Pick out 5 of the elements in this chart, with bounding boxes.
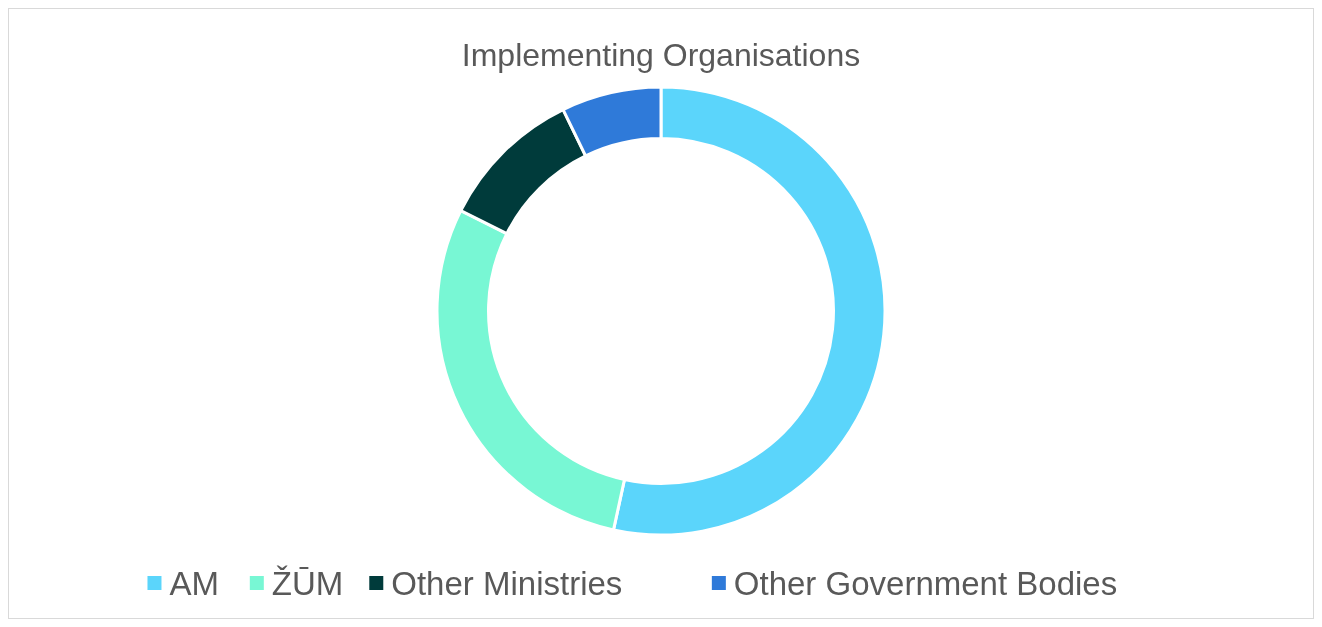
legend-label: Other Government Bodies bbox=[733, 565, 1118, 602]
legend-label: Other Ministries bbox=[391, 565, 623, 602]
legend-label: AM bbox=[169, 565, 219, 602]
chart-title: Implementing Organisations bbox=[461, 37, 861, 73]
legend-label: ŽŪM bbox=[271, 565, 344, 602]
